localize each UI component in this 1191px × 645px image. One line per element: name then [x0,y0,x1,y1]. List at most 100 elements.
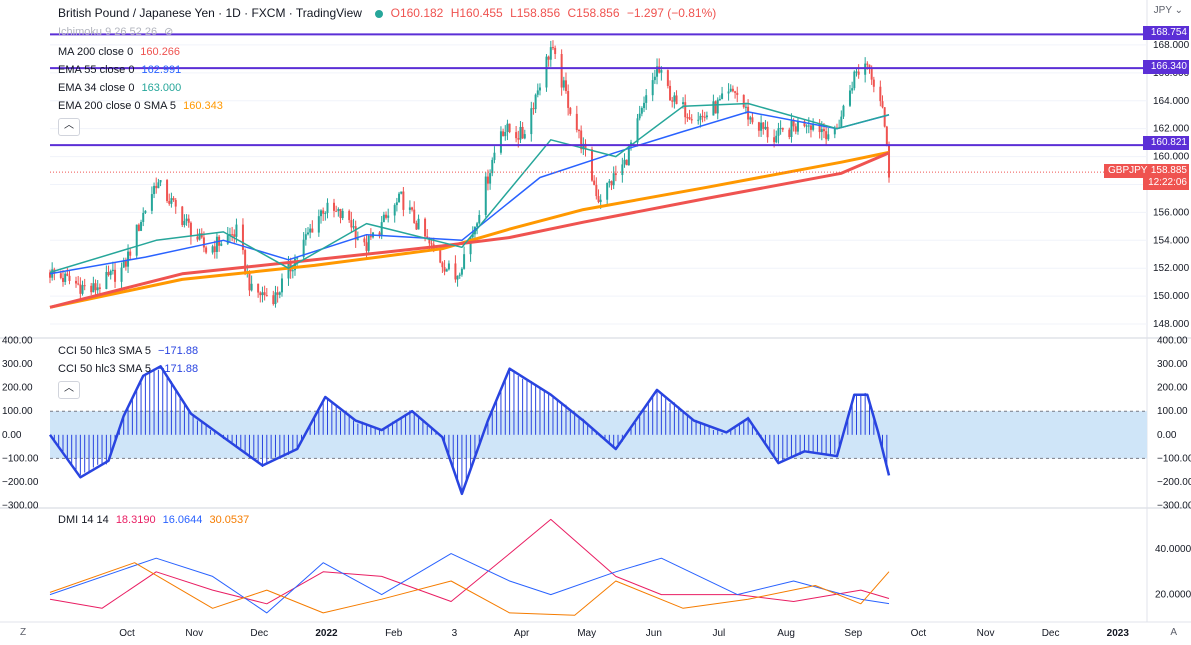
candle-body [187,218,190,223]
collapse-legend-button[interactable]: ︿ [58,118,80,136]
candle-body [673,95,676,102]
candle-body [818,123,821,133]
candle-body [198,233,201,240]
candle-body [226,235,229,244]
candle-body [744,106,747,108]
candle-body [775,135,778,143]
candle-body [779,127,782,129]
cci2-value: −171.88 [158,363,199,375]
candle-body [231,234,234,236]
candle-body [296,257,299,259]
candle-body [172,198,175,200]
ema34-legend[interactable]: EMA 34 close 0 163.000 [58,81,185,95]
ohlc-open: O160.182 [390,6,444,20]
candle-body [90,285,93,293]
candle-body [703,116,706,118]
candle-body [272,295,275,305]
currency-selector[interactable]: JPY ⌄ [1153,5,1183,16]
candle-body [350,220,353,228]
candle-body [109,271,112,276]
candle-body [265,295,268,297]
candle-body [378,232,381,236]
candle-body [569,107,572,114]
candle-body [575,113,578,131]
candle-body [790,120,793,138]
candle-body [872,79,875,87]
candle-body [612,173,615,186]
symbol-title[interactable]: British Pound / Japanese Yen · 1D · FXCM… [58,6,362,20]
dmi-line-adx [49,562,890,616]
symbol-tag: GBPJPY [1104,164,1152,178]
candle-body [517,138,520,140]
time-axis-label: Oct [911,628,927,639]
candle-body [335,210,338,212]
candle-body [658,66,661,73]
ma200-legend[interactable]: MA 200 close 0 160.266 [58,45,184,59]
price-tick-label: 150.000 [1153,291,1190,302]
price-tick-label: 168.000 [1153,40,1190,51]
candle-body [840,116,843,128]
auto-scale-icon[interactable]: A [1170,627,1177,638]
candle-body [684,102,687,118]
candle-body [567,91,570,108]
ohlc-change: −1.297 (−0.81%) [626,6,717,20]
candle-body [734,91,737,93]
ma200-label: MA 200 close 0 [58,46,134,58]
ichimoku-legend[interactable]: Ichimoku 9 26 52 26 ⊘ [58,25,177,39]
candle-body [215,236,218,252]
chart-header: British Pound / Japanese Yen · 1D · FXCM… [58,6,720,20]
candle-body [848,90,851,106]
eye-hidden-icon[interactable]: ⊘ [164,26,174,38]
candle-body [489,173,492,184]
candle-body [469,237,472,255]
time-axis-label: Apr [514,628,530,639]
candle-body [766,126,769,138]
candle-body [398,193,401,203]
candle-body [417,218,420,230]
candle-body [460,268,463,275]
candle-body [820,129,823,133]
candle-body [805,125,808,127]
dmi-legend[interactable]: DMI 14 14 18.3190 16.0644 30.0537 [58,513,253,527]
candle-body [690,119,693,121]
candle-body [643,102,646,109]
candle-body [241,224,244,251]
candle-body [81,285,84,294]
currency-label: JPY [1153,5,1172,16]
candle-body [751,117,754,123]
candle-body [788,129,791,138]
dmi-line-di [49,553,890,614]
ema55-legend[interactable]: EMA 55 close 0 162.991 [58,63,185,77]
candle-body [688,117,691,120]
collapse-cci-legend-button[interactable]: ︿ [58,381,80,399]
candle-body [534,94,537,110]
candle-body [367,235,370,251]
ema34-label: EMA 34 close 0 [58,82,135,94]
zoom-icon[interactable]: Z [20,627,27,638]
candle-body [547,56,550,60]
candles-group [49,40,891,308]
candle-body [458,274,461,276]
candle-body [599,199,602,203]
candle-body [833,127,836,135]
candle-body [66,273,69,276]
candle-body [319,210,322,217]
ema34-value: 163.000 [141,82,182,94]
cci1-legend[interactable]: CCI 50 hlc3 SMA 5 −171.88 [58,344,202,358]
candle-body [64,273,67,282]
candle-body [701,115,704,117]
candle-body [736,92,739,95]
cci-tick-label-left: 400.00 [2,335,33,346]
candle-body [521,126,524,139]
candle-body [454,263,457,280]
cci-line [48,365,891,496]
candle-body [549,47,552,60]
ema200-legend[interactable]: EMA 200 close 0 SMA 5 160.343 [58,99,227,113]
candle-body [640,108,643,114]
price-tick-label: 156.000 [1153,207,1190,218]
cci2-legend[interactable]: CCI 50 hlc3 SMA 5 −171.88 [58,362,202,376]
candle-body [593,180,596,185]
candle-body [120,267,123,282]
ema55-label: EMA 55 close 0 [58,64,135,76]
